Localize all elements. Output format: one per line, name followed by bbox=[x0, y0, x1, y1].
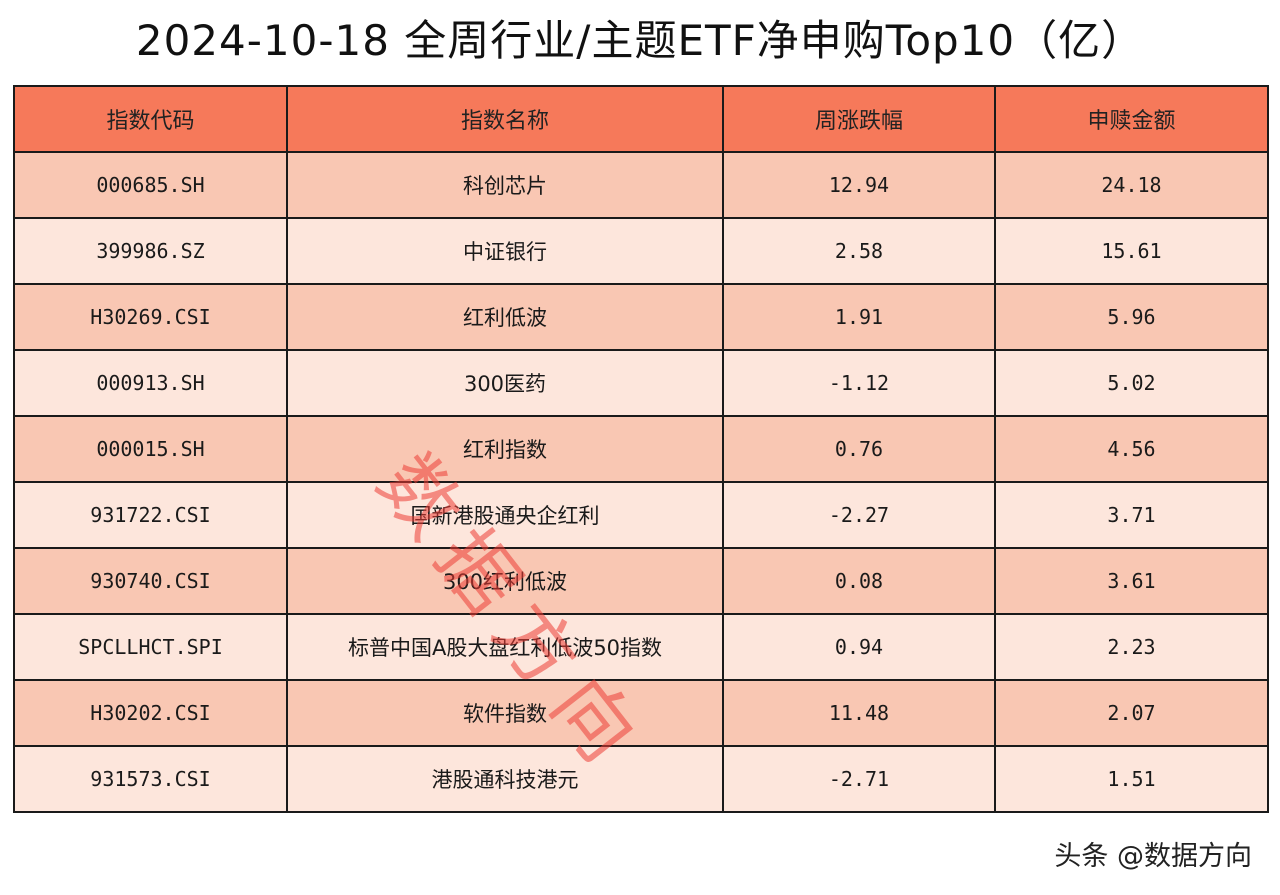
cell-name: 港股通科技港元 bbox=[286, 745, 724, 813]
footer-credit: 头条 @数据方向 bbox=[1054, 841, 1252, 872]
cell-code: 931573.CSI bbox=[13, 745, 288, 813]
cell-change: -2.27 bbox=[722, 481, 996, 549]
cell-change: 2.58 bbox=[722, 217, 996, 285]
table-row: 000685.SH 科创芯片 12.94 24.18 bbox=[13, 151, 1269, 219]
table-row: 931722.CSI 国新港股通央企红利 -2.27 3.71 bbox=[13, 481, 1269, 549]
table-row: 931573.CSI 港股通科技港元 -2.71 1.51 bbox=[13, 745, 1269, 813]
cell-name: 红利低波 bbox=[286, 283, 724, 351]
cell-name: 300医药 bbox=[286, 349, 724, 417]
header-index-code: 指数代码 bbox=[13, 85, 288, 153]
cell-change: -1.12 bbox=[722, 349, 996, 417]
table-row: 000913.SH 300医药 -1.12 5.02 bbox=[13, 349, 1269, 417]
table-row: SPCLLHCT.SPI 标普中国A股大盘红利低波50指数 0.94 2.23 bbox=[13, 613, 1269, 681]
cell-name: 软件指数 bbox=[286, 679, 724, 747]
cell-code: H30202.CSI bbox=[13, 679, 288, 747]
cell-amount: 3.61 bbox=[994, 547, 1269, 615]
cell-code: 399986.SZ bbox=[13, 217, 288, 285]
cell-amount: 5.02 bbox=[994, 349, 1269, 417]
table-row: H30269.CSI 红利低波 1.91 5.96 bbox=[13, 283, 1269, 351]
cell-change: 11.48 bbox=[722, 679, 996, 747]
table-row: 000015.SH 红利指数 0.76 4.56 bbox=[13, 415, 1269, 483]
cell-change: 0.76 bbox=[722, 415, 996, 483]
cell-code: 000015.SH bbox=[13, 415, 288, 483]
cell-amount: 3.71 bbox=[994, 481, 1269, 549]
cell-amount: 1.51 bbox=[994, 745, 1269, 813]
cell-amount: 2.07 bbox=[994, 679, 1269, 747]
cell-amount: 24.18 bbox=[994, 151, 1269, 219]
cell-amount: 5.96 bbox=[994, 283, 1269, 351]
cell-change: -2.71 bbox=[722, 745, 996, 813]
table-header-row: 指数代码 指数名称 周涨跌幅 申赎金额 bbox=[13, 85, 1269, 153]
cell-name: 300红利低波 bbox=[286, 547, 724, 615]
cell-change: 1.91 bbox=[722, 283, 996, 351]
header-index-name: 指数名称 bbox=[286, 85, 724, 153]
cell-amount: 4.56 bbox=[994, 415, 1269, 483]
cell-change: 0.94 bbox=[722, 613, 996, 681]
cell-code: 931722.CSI bbox=[13, 481, 288, 549]
header-net-amount: 申赎金额 bbox=[994, 85, 1269, 153]
cell-amount: 2.23 bbox=[994, 613, 1269, 681]
cell-code: 930740.CSI bbox=[13, 547, 288, 615]
cell-code: H30269.CSI bbox=[13, 283, 288, 351]
cell-name: 红利指数 bbox=[286, 415, 724, 483]
cell-name: 科创芯片 bbox=[286, 151, 724, 219]
cell-code: SPCLLHCT.SPI bbox=[13, 613, 288, 681]
cell-change: 12.94 bbox=[722, 151, 996, 219]
cell-name: 中证银行 bbox=[286, 217, 724, 285]
cell-code: 000685.SH bbox=[13, 151, 288, 219]
cell-name: 标普中国A股大盘红利低波50指数 bbox=[286, 613, 724, 681]
table-row: H30202.CSI 软件指数 11.48 2.07 bbox=[13, 679, 1269, 747]
cell-code: 000913.SH bbox=[13, 349, 288, 417]
cell-amount: 15.61 bbox=[994, 217, 1269, 285]
table-row: 399986.SZ 中证银行 2.58 15.61 bbox=[13, 217, 1269, 285]
table-row: 930740.CSI 300红利低波 0.08 3.61 bbox=[13, 547, 1269, 615]
cell-change: 0.08 bbox=[722, 547, 996, 615]
etf-table: 指数代码 指数名称 周涨跌幅 申赎金额 000685.SH 科创芯片 12.94… bbox=[13, 85, 1269, 813]
page-title: 2024-10-18 全周行业/主题ETF净申购Top10（亿） bbox=[135, 16, 1145, 65]
header-weekly-change: 周涨跌幅 bbox=[722, 85, 996, 153]
cell-name: 国新港股通央企红利 bbox=[286, 481, 724, 549]
